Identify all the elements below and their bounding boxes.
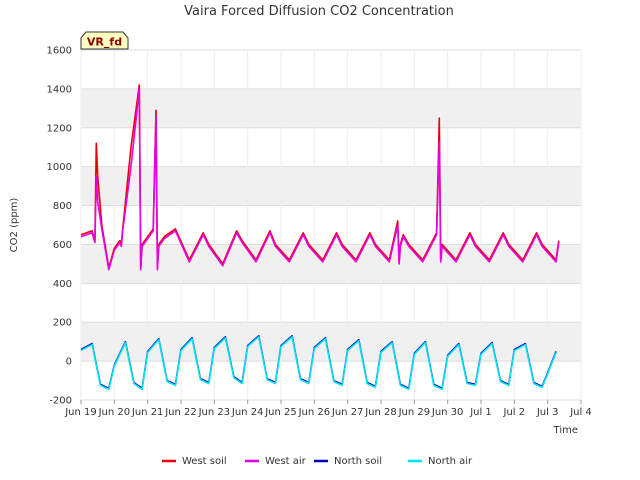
chart-title: Vaira Forced Diffusion CO2 Concentration [184,4,454,19]
y-tick-label: 400 [53,279,72,290]
series-line-west-air [80,88,560,271]
legend-item: West soil [162,456,227,467]
grid-band [81,244,581,284]
x-tick-label: Jul 2 [503,407,526,418]
legend: West soil West air North soil North air [162,456,473,467]
x-tick-label: Jun 20 [98,407,131,418]
x-tick-label: Jun 23 [198,407,231,418]
y-tick-label: 800 [53,201,72,212]
y-tick-label: 0 [66,357,72,368]
x-tick-label: Jun 28 [364,407,397,418]
x-tick-label: Jun 27 [331,407,364,418]
x-tick-label: Jun 22 [164,407,197,418]
series-line-north-air [80,335,557,391]
y-tick-label: -200 [49,396,72,407]
legend-label: West air [265,456,307,467]
legend-item: North air [408,456,473,467]
y-tick-label: 1200 [47,123,72,134]
site-badge: VR_fd [80,31,129,50]
y-tick-label: 600 [53,240,72,251]
legend-label: North air [428,456,473,467]
x-tick-label: Jun 25 [264,407,297,418]
series-layer [80,84,560,391]
x-axis-title: Time [553,425,578,436]
legend-label: North soil [334,456,382,467]
grid-band [81,166,581,206]
x-tick-label: Jun 30 [431,407,464,418]
y-tick-label: 1000 [47,162,72,173]
legend-item: North soil [314,456,382,467]
x-tick-label: Jun 26 [298,407,331,418]
y-tick-label: 1600 [47,46,72,57]
grid-band [81,322,581,362]
grid-band [81,88,581,128]
x-tick-label: Jul 1 [469,407,492,418]
legend-item: West air [245,456,307,467]
y-axis-ticks: -200 0 200 400 600 800 1000 1200 1400 1600 [47,46,72,407]
plot-background [81,50,581,400]
y-axis-title: CO2 (ppm) [9,198,20,253]
x-tick-label: Jun 21 [131,407,164,418]
badge-label: VR_fd [87,36,122,49]
legend-label: West soil [182,456,227,467]
x-axis-ticks: Jun 19 Jun 20 Jun 21 Jun 22 Jun 23 Jun 24 Jun … [64,400,592,418]
x-tick-label: Jun 19 [64,407,97,418]
x-tick-label: Jun 29 [398,407,431,418]
gridlines [80,49,582,401]
badge-shape [80,31,129,50]
y-tick-label: 200 [53,318,72,329]
x-tick-label: Jul 4 [569,407,592,418]
x-tick-label: Jun 24 [231,407,264,418]
y-tick-label: 1400 [47,84,72,95]
x-tick-label: Jul 3 [536,407,559,418]
